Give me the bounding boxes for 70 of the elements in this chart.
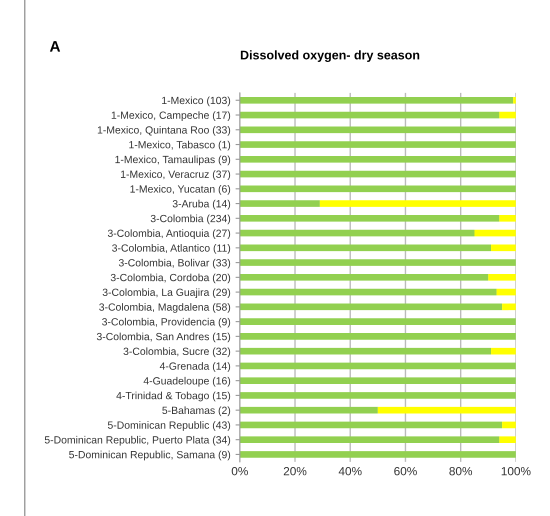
y-tick-label: 5-Dominican Republic (43) [108, 421, 230, 431]
bar [240, 392, 516, 399]
bar [240, 377, 516, 384]
bar [240, 156, 516, 163]
bar [240, 436, 500, 444]
bar [502, 422, 516, 428]
y-tick-label: 3-Colombia, San Andres (15) [96, 332, 230, 342]
y-tick-label: 3-Colombia, Bolivar (33) [118, 258, 230, 269]
bar [240, 333, 516, 340]
bar [378, 406, 516, 414]
bar [496, 288, 516, 296]
y-tick-label: 3-Colombia (234) [150, 214, 230, 224]
bar [240, 230, 474, 236]
bar [240, 141, 516, 148]
y-tick-label: 1-Mexico (103) [162, 96, 230, 106]
bar [240, 362, 516, 370]
bar [240, 185, 516, 192]
y-tick-label: 3-Colombia, Providencia (9) [102, 318, 230, 328]
bar [488, 274, 516, 281]
y-tick-label: 4-Grenada (14) [160, 362, 230, 372]
text: A [50, 41, 60, 52]
bar [240, 259, 516, 266]
y-tick-label: 1-Mexico, Tabasco (1) [129, 140, 230, 150]
bar [240, 96, 514, 104]
y-tick-label: 4-Trinidad & Tobago (15) [116, 392, 230, 402]
y-tick-label: 3-Colombia, La Guajira (29) [102, 288, 230, 298]
y-tick-label: 1-Mexico, Tamaulipas (9) [115, 156, 230, 166]
x-tick-label: 0% [232, 466, 248, 476]
bar [499, 215, 516, 222]
x-tick-label: 100% [502, 466, 531, 476]
bar [502, 304, 516, 310]
bar [499, 436, 516, 444]
y-tick-label: 3-Colombia, Magdalena (58) [99, 303, 230, 313]
bar [240, 170, 516, 178]
bar [491, 348, 516, 354]
bar [240, 126, 516, 134]
bar [240, 348, 492, 354]
bar [474, 230, 516, 236]
bar [491, 244, 516, 252]
bar [240, 244, 492, 252]
bar [240, 406, 378, 414]
bar [240, 112, 500, 118]
bar [240, 422, 502, 428]
chart-title: Dissolved oxygen- dry season [240, 50, 420, 62]
y-tick-label: 1-Mexico, Veracruz (37) [121, 170, 230, 180]
bar [240, 215, 500, 222]
y-tick-label: 3-Colombia, Cordoba (20) [110, 274, 230, 284]
y-tick-label: 3-Colombia, Antioquia (27) [108, 229, 230, 240]
y-tick-label: 1-Mexico, Quintana Roo (33) [98, 126, 230, 136]
bar [320, 200, 516, 207]
bar [240, 288, 497, 296]
y-tick-label: 5-Dominican Republic, Samana (9) [69, 450, 230, 460]
y-tick-label: 1-Mexico, Yucatan (6) [130, 185, 230, 195]
y-tick-label: 4-Guadeloupe (16) [144, 376, 230, 387]
x-tick-label: 20% [284, 466, 306, 476]
bar [240, 304, 502, 310]
bar [240, 274, 488, 281]
bar [240, 200, 320, 207]
y-tick-label: 3-Aruba (14) [172, 200, 230, 210]
bar [240, 451, 516, 458]
bar [240, 318, 516, 325]
y-tick-label: 3-Colombia, Sucre (32) [123, 347, 230, 358]
y-tick-label: 5-Dominican Republic, Puerto Plata (34) [44, 436, 230, 446]
y-tick-label: 3-Colombia, Atlantico (11) [112, 244, 230, 254]
y-tick-label: 1-Mexico, Campeche (17) [112, 111, 230, 121]
x-tick-label: 60% [394, 466, 417, 476]
y-tick-label: 5-Bahamas (2) [162, 406, 230, 416]
x-tick-label: 40% [338, 466, 362, 476]
x-tick-label: 80% [449, 466, 472, 476]
bar [499, 112, 516, 118]
